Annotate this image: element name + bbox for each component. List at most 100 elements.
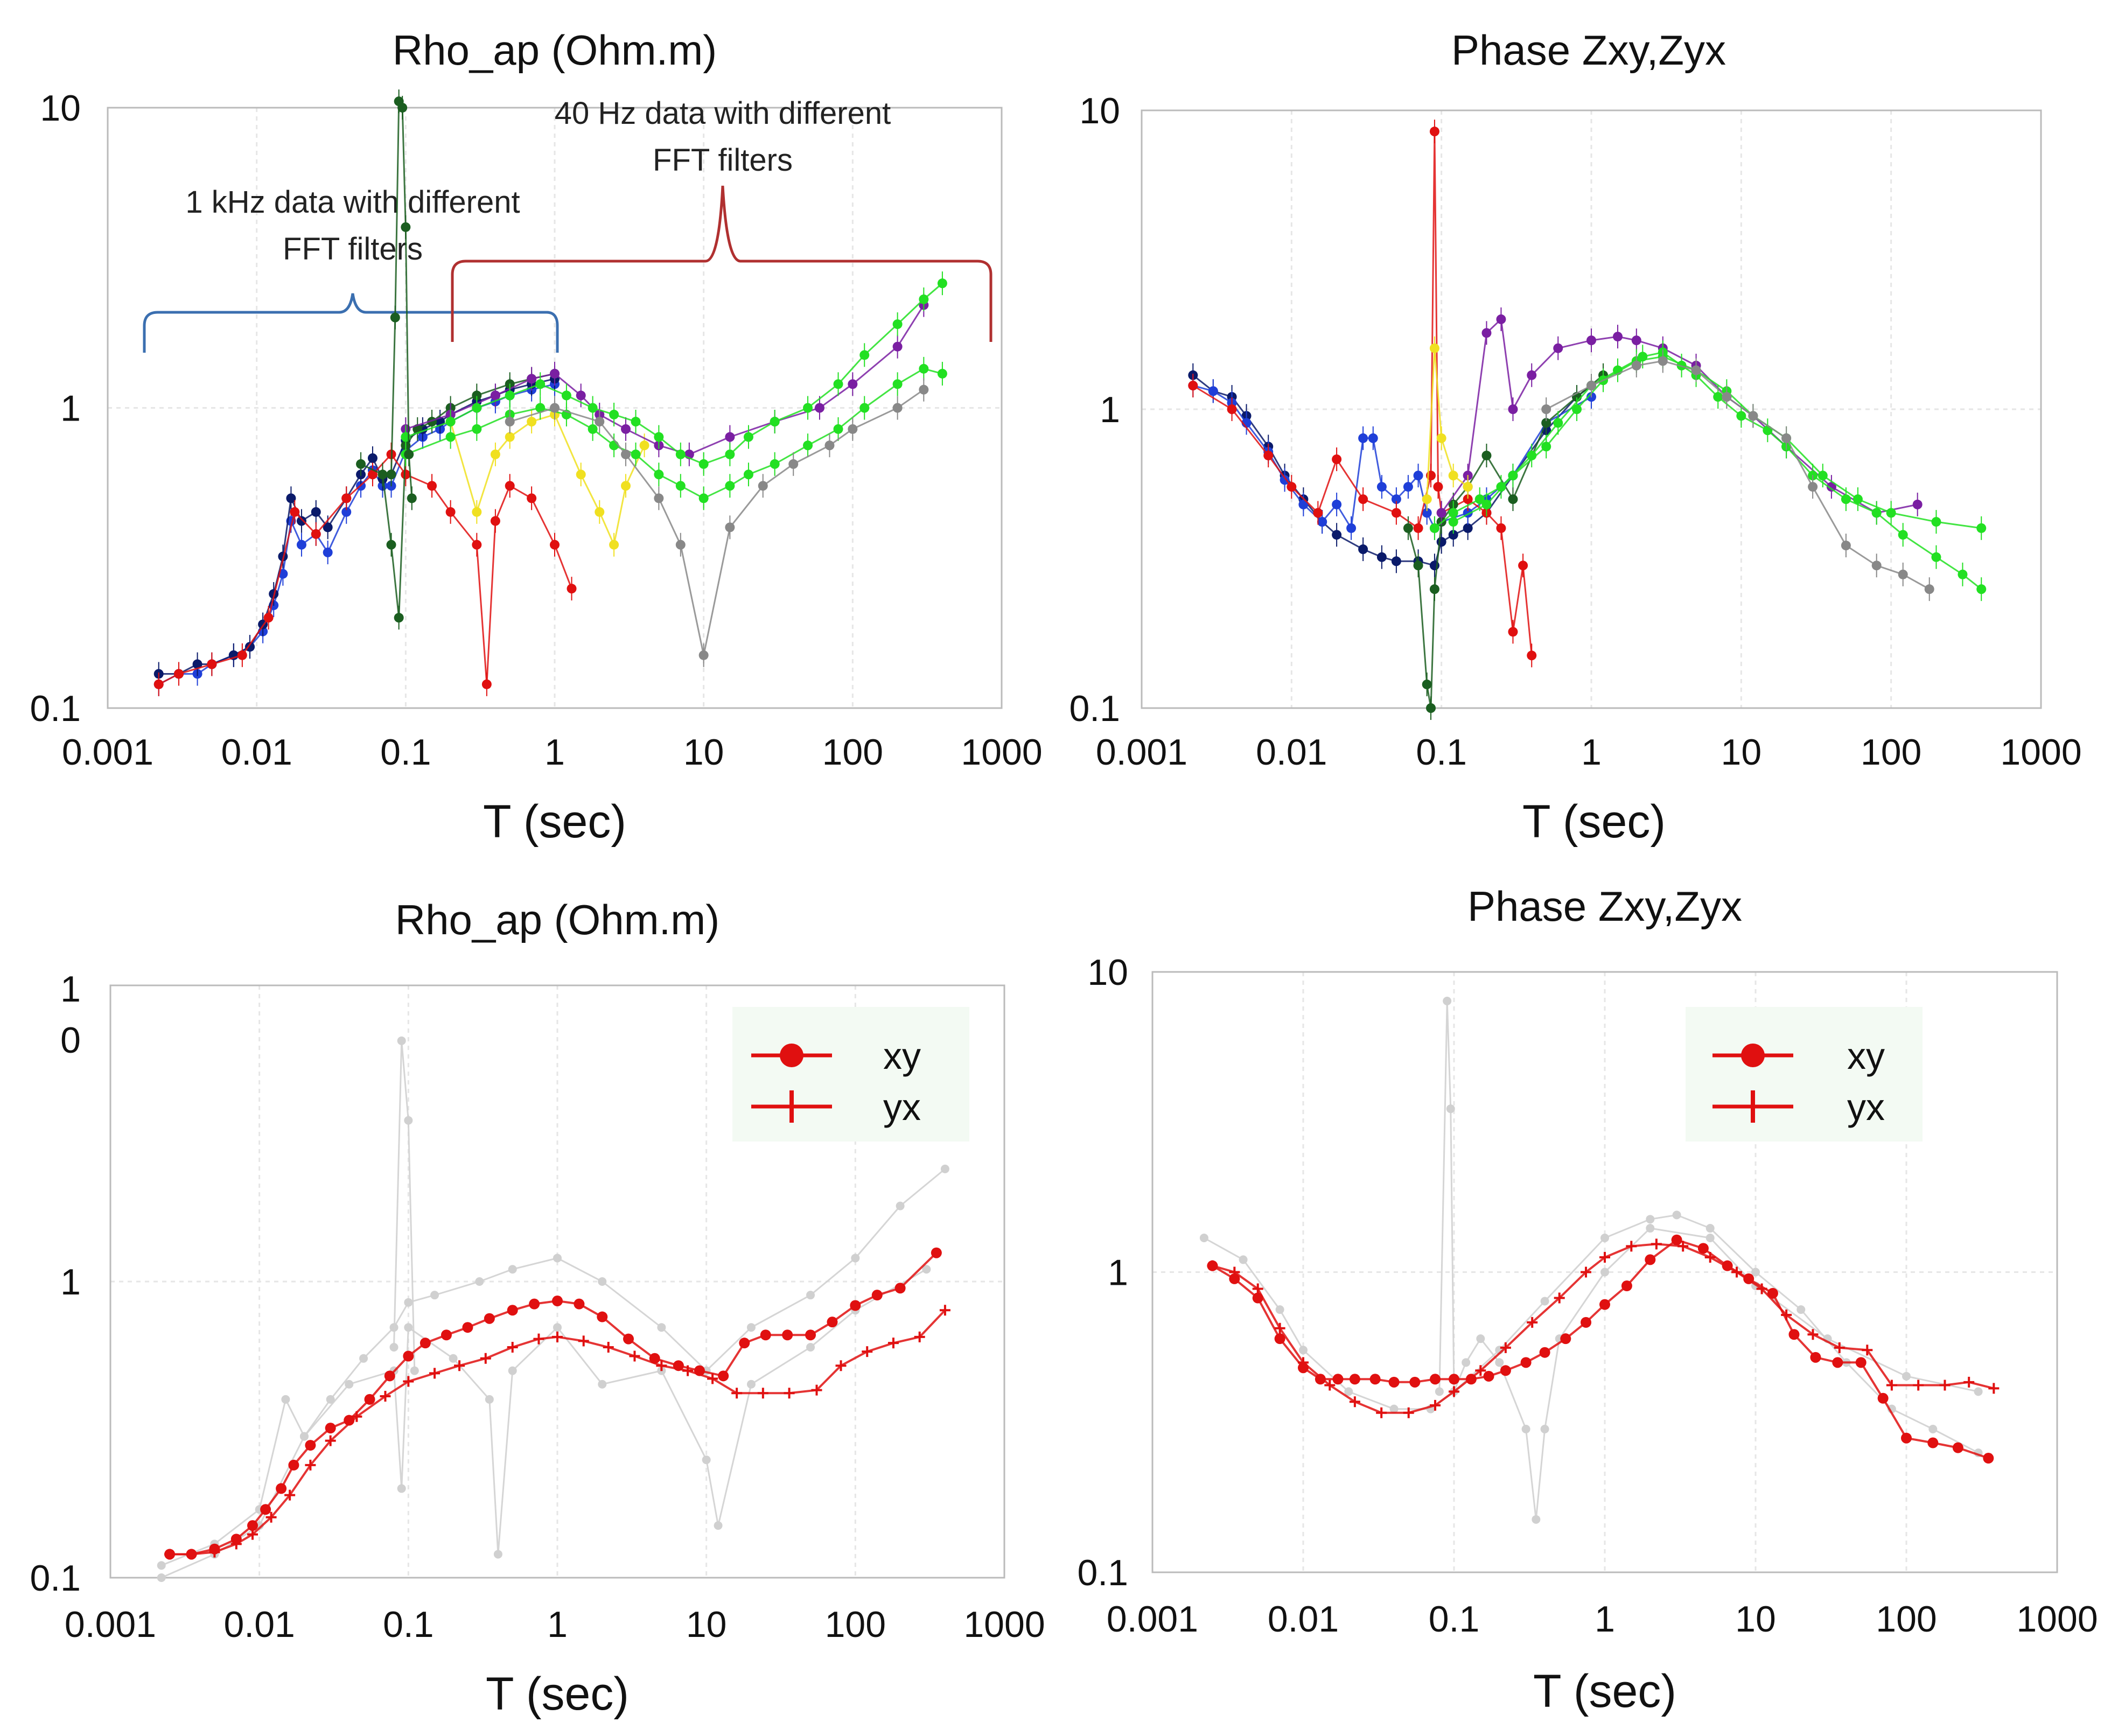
data-point-yx — [1554, 1292, 1565, 1304]
data-point-bg_1 — [508, 1265, 517, 1274]
annotation-1khz-line2: FFT filters — [283, 232, 423, 267]
data-point-xy — [649, 1353, 660, 1364]
data-point-bg_2 — [1600, 1268, 1609, 1277]
data-point-bg_2 — [1532, 1515, 1541, 1524]
x-tick-label: 1 — [544, 732, 565, 773]
data-point-xy — [1388, 1376, 1400, 1388]
data-point-bg_2 — [157, 1573, 166, 1582]
data-point-yx — [707, 1373, 718, 1384]
x-tick-label: 0.1 — [383, 1604, 434, 1645]
phase-raw-series — [1188, 120, 1987, 720]
data-point-xy — [1671, 1234, 1682, 1245]
data-point-yx — [656, 1360, 667, 1371]
data-point-yx — [1756, 1283, 1767, 1294]
data-point-xy — [1349, 1374, 1360, 1385]
data-point-yx — [1988, 1383, 2000, 1394]
data-point-bg_2 — [702, 1455, 711, 1465]
data-point-bg_1 — [806, 1291, 815, 1300]
data-point-bg_2 — [485, 1395, 494, 1404]
legend-xy-dot-icon — [780, 1044, 803, 1067]
data-point-yx — [939, 1305, 950, 1316]
y-tick-label: 1 — [60, 969, 81, 1010]
data-point-yx — [247, 1529, 258, 1540]
data-point-yx — [603, 1342, 614, 1353]
data-point-xy — [1483, 1370, 1494, 1382]
data-point-yx — [835, 1360, 847, 1371]
y-tick-label: 0.1 — [1069, 688, 1120, 729]
data-point-xy — [1767, 1287, 1778, 1299]
data-point-yx — [265, 1511, 277, 1523]
phase-raw-grid — [1141, 109, 2042, 709]
data-point-yx — [1939, 1380, 1951, 1391]
series-line-bg_3 — [393, 1040, 416, 1371]
data-point-yx — [284, 1489, 296, 1501]
data-point-xy — [247, 1520, 258, 1531]
data-point-bg_1 — [598, 1277, 607, 1286]
data-point-xy — [718, 1370, 729, 1382]
data-point-xy — [1520, 1357, 1532, 1368]
rho-raw-series — [153, 89, 947, 696]
data-point-yx — [480, 1353, 491, 1364]
legend2-xy-label: xy — [1847, 1035, 1885, 1077]
data-point-bg_1 — [1540, 1297, 1549, 1306]
data-point-yx — [230, 1538, 242, 1550]
data-point-yx — [914, 1331, 925, 1342]
red-bracket — [451, 185, 992, 342]
data-point-bg_2 — [1521, 1425, 1530, 1434]
rho-raw-annotation-brackets — [143, 185, 992, 353]
data-point-bg_2 — [1540, 1425, 1549, 1434]
data-point-bg_2 — [1476, 1334, 1485, 1343]
data-point-xy — [364, 1394, 375, 1405]
data-point-xy — [552, 1296, 563, 1307]
data-point-xy — [288, 1459, 299, 1471]
data-point-xy — [260, 1504, 271, 1515]
series-line-gray — [1546, 360, 1930, 590]
data-point-xy — [1581, 1317, 1592, 1328]
rho-avg-legend: xy yx — [732, 1007, 969, 1142]
x-tick-label: 0.01 — [1268, 1599, 1339, 1640]
x-tick-label: 0.1 — [380, 732, 431, 773]
data-point-bg_1 — [1389, 1404, 1399, 1413]
data-point-xy — [1315, 1374, 1326, 1385]
data-point-bg_1 — [157, 1561, 166, 1570]
x-tick-label: 1000 — [963, 1604, 1045, 1645]
data-point-yx — [1781, 1310, 1792, 1321]
data-point-xy — [1810, 1352, 1821, 1363]
data-point-bg_3 — [389, 1343, 399, 1352]
y-tick-label: 0 — [60, 1020, 81, 1061]
data-point-xy — [850, 1300, 861, 1311]
data-point-bg_1 — [940, 1164, 949, 1173]
data-point-yx — [1862, 1345, 1873, 1356]
data-point-xy — [1983, 1453, 1994, 1464]
data-point-bg_1 — [359, 1354, 368, 1363]
data-point-yx — [1626, 1241, 1637, 1252]
data-point-xy — [276, 1483, 287, 1494]
data-point-bg_3 — [404, 1116, 413, 1125]
phase-avg-legend-box — [1686, 1007, 1923, 1142]
x-tick-label: 0.001 — [1107, 1599, 1198, 1640]
data-point-xy — [760, 1329, 771, 1341]
data-point-xy — [529, 1298, 540, 1310]
data-point-bg_1 — [1199, 1233, 1208, 1242]
rho-raw-title: Rho_ap (Ohm.m) — [393, 26, 717, 74]
data-point-yx — [887, 1338, 899, 1349]
data-point-bg_1 — [475, 1277, 484, 1286]
x-tick-label: 0.01 — [1256, 732, 1327, 773]
data-point-yx — [784, 1388, 795, 1399]
phase-raw-xlabel: T (sec) — [1522, 796, 1666, 848]
data-point-xy — [782, 1329, 793, 1341]
data-point-xy — [1332, 1374, 1344, 1385]
data-point-yx — [757, 1388, 768, 1399]
data-point-xy — [931, 1247, 942, 1258]
data-point-bg_2 — [1646, 1224, 1655, 1233]
data-point-yx — [305, 1459, 316, 1471]
data-point-yx — [1807, 1329, 1819, 1340]
phase-avg-plot-frame — [1151, 971, 2058, 1573]
series-line-gray — [509, 389, 925, 656]
series-line-green_1 — [405, 283, 943, 465]
data-point-yx — [1403, 1407, 1414, 1418]
data-point-bg_1 — [1275, 1305, 1284, 1314]
legend2-xy-dot-icon — [1741, 1044, 1765, 1067]
annotation-40hz-line1: 40 Hz data with different — [555, 96, 891, 131]
